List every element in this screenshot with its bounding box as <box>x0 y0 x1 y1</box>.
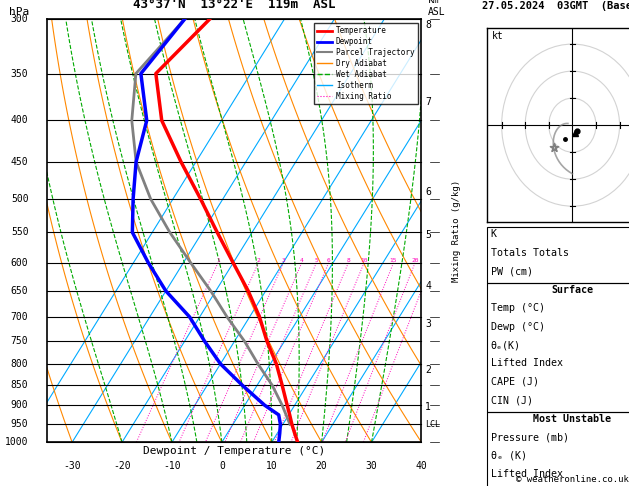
Text: 750: 750 <box>11 336 28 346</box>
Text: 4: 4 <box>300 258 304 263</box>
Text: -30: -30 <box>64 461 81 471</box>
Text: Surface: Surface <box>552 285 593 295</box>
Text: 43°37'N  13°22'E  119m  ASL: 43°37'N 13°22'E 119m ASL <box>133 0 335 11</box>
Text: CIN (J): CIN (J) <box>491 396 533 405</box>
Text: Mixing Ratio (g/kg): Mixing Ratio (g/kg) <box>452 180 460 282</box>
Text: 1: 1 <box>216 258 220 263</box>
Text: © weatheronline.co.uk: © weatheronline.co.uk <box>516 474 629 484</box>
Text: 10: 10 <box>266 461 277 471</box>
Text: Lifted Index: Lifted Index <box>491 469 562 479</box>
Text: LCL: LCL <box>425 420 440 429</box>
Text: 450: 450 <box>11 157 28 167</box>
Text: θₑ(K): θₑ(K) <box>491 340 521 350</box>
Text: Totals Totals: Totals Totals <box>491 248 569 258</box>
Text: km
ASL: km ASL <box>428 0 445 17</box>
Text: Dewp (°C): Dewp (°C) <box>491 322 545 331</box>
Text: CAPE (J): CAPE (J) <box>491 377 538 387</box>
Text: Lifted Index: Lifted Index <box>491 359 562 368</box>
Text: PW (cm): PW (cm) <box>491 266 533 276</box>
Text: -20: -20 <box>113 461 131 471</box>
X-axis label: Dewpoint / Temperature (°C): Dewpoint / Temperature (°C) <box>143 447 325 456</box>
Text: 300: 300 <box>11 15 28 24</box>
Text: 550: 550 <box>11 227 28 237</box>
Text: 30: 30 <box>365 461 377 471</box>
Text: Temp (°C): Temp (°C) <box>491 303 545 313</box>
Text: 5: 5 <box>425 230 431 241</box>
Text: 4: 4 <box>425 280 431 291</box>
Text: 3: 3 <box>425 319 431 330</box>
Text: 700: 700 <box>11 312 28 322</box>
Legend: Temperature, Dewpoint, Parcel Trajectory, Dry Adiabat, Wet Adiabat, Isotherm, Mi: Temperature, Dewpoint, Parcel Trajectory… <box>314 23 418 104</box>
Text: 15: 15 <box>390 258 398 263</box>
Text: 400: 400 <box>11 116 28 125</box>
Text: 40: 40 <box>416 461 427 471</box>
Text: 1000: 1000 <box>5 437 28 447</box>
Text: 2: 2 <box>425 365 431 375</box>
Text: 900: 900 <box>11 400 28 410</box>
Text: θₑ (K): θₑ (K) <box>491 451 526 461</box>
Text: 650: 650 <box>11 286 28 296</box>
Text: 3: 3 <box>281 258 285 263</box>
Text: 850: 850 <box>11 380 28 390</box>
Text: 27.05.2024  03GMT  (Base: 00): 27.05.2024 03GMT (Base: 00) <box>482 0 629 11</box>
Text: 20: 20 <box>411 258 419 263</box>
Text: kt: kt <box>493 31 504 41</box>
Text: 0: 0 <box>219 461 225 471</box>
Text: 5: 5 <box>314 258 318 263</box>
Text: 7: 7 <box>425 98 431 107</box>
Text: 950: 950 <box>11 419 28 429</box>
Text: 1: 1 <box>425 402 431 412</box>
Text: 350: 350 <box>11 69 28 79</box>
Text: 6: 6 <box>326 258 330 263</box>
Text: 20: 20 <box>316 461 328 471</box>
Text: 800: 800 <box>11 359 28 369</box>
Text: hPa: hPa <box>9 7 30 17</box>
Text: 6: 6 <box>425 187 431 197</box>
Text: 25: 25 <box>428 258 436 263</box>
Text: 10: 10 <box>360 258 368 263</box>
Text: 2: 2 <box>257 258 260 263</box>
Text: 8: 8 <box>425 20 431 30</box>
Text: 500: 500 <box>11 194 28 204</box>
Text: 600: 600 <box>11 258 28 268</box>
Text: Most Unstable: Most Unstable <box>533 414 611 424</box>
Text: K: K <box>491 229 497 239</box>
Text: 8: 8 <box>347 258 350 263</box>
Text: -10: -10 <box>163 461 181 471</box>
Text: Pressure (mb): Pressure (mb) <box>491 433 569 442</box>
